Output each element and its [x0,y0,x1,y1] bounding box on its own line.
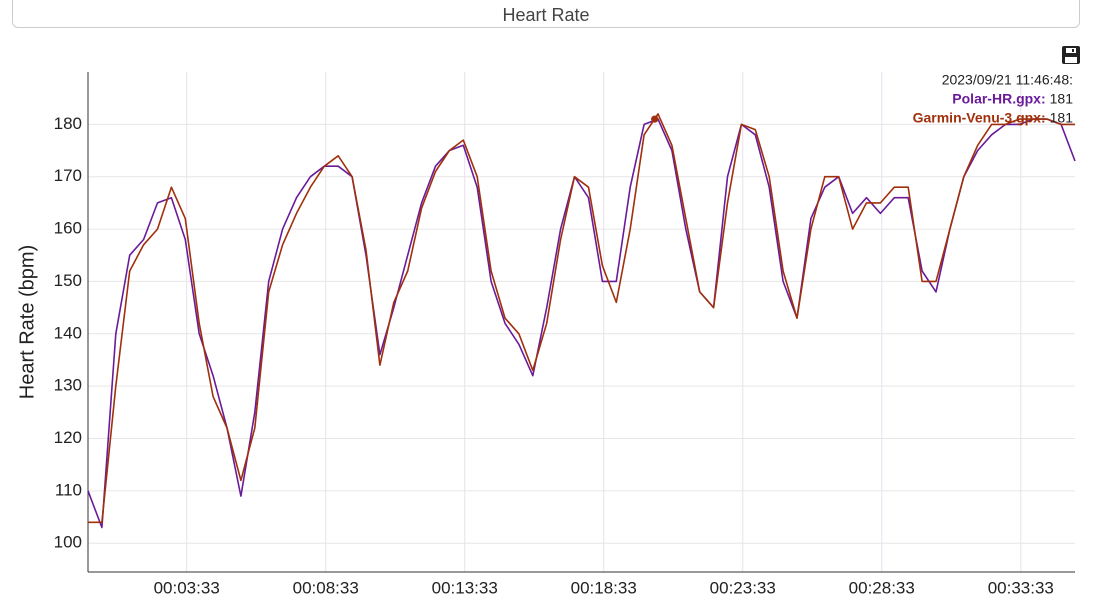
x-tick-label: 00:13:33 [432,578,498,597]
y-tick-label: 150 [54,271,82,290]
tooltip-series-name: Garmin-Venu-3.gpx: [913,110,1046,126]
x-tick-label: 00:18:33 [571,578,637,597]
x-tick-label: 00:08:33 [293,578,359,597]
y-tick-label: 170 [54,166,82,185]
y-tick-label: 130 [54,376,82,395]
y-tick-label: 180 [54,114,82,133]
hover-point [651,115,659,123]
y-tick-label: 110 [55,480,82,499]
x-tick-label: 00:33:33 [988,578,1054,597]
x-tick-label: 00:03:33 [154,578,220,597]
tooltip-value: 181 [1050,110,1074,126]
tooltip-header: 2023/09/21 11:46:48: [942,72,1073,88]
chart-title-button[interactable]: Heart Rate [12,0,1080,28]
y-tick-label: 120 [54,428,82,447]
y-tick-label: 100 [54,533,82,552]
tooltip-value: 181 [1050,91,1074,107]
x-tick-label: 00:23:33 [710,578,776,597]
series-line [87,118,1076,529]
y-axis-label: Heart Rate (bpm) [16,245,38,400]
y-tick-label: 140 [54,323,82,342]
series-line [88,113,1075,524]
y-tick-label: 160 [54,219,82,238]
save-icon[interactable] [1062,46,1080,64]
tooltip-series-name: Polar-HR.gpx: [952,91,1045,107]
x-tick-label: 00:28:33 [849,578,915,597]
